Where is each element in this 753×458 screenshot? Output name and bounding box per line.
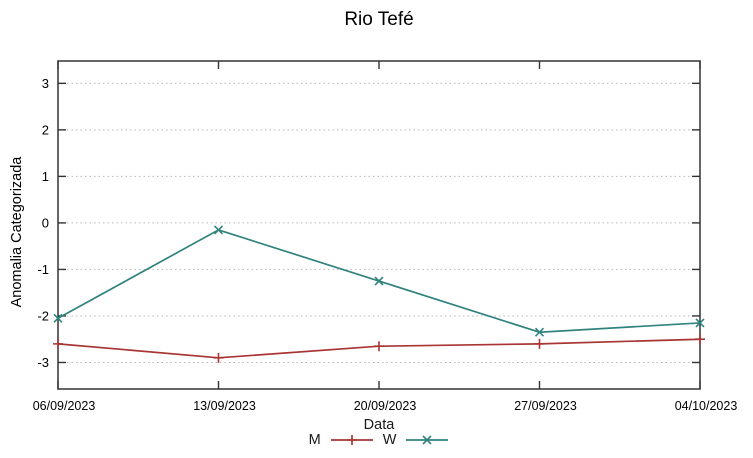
chart-title: Rio Tefé xyxy=(344,9,414,30)
x-tick-label: 06/09/2023 xyxy=(33,399,96,413)
data-point-marker-w xyxy=(53,313,63,323)
data-point-marker-m xyxy=(374,341,384,352)
y-tick-label: 3 xyxy=(42,76,49,91)
legend: M W xyxy=(58,432,700,448)
legend-marker-sample xyxy=(346,435,357,445)
data-point-marker-w xyxy=(534,327,545,337)
x-axis-label: Data xyxy=(363,417,395,433)
data-point-marker-m xyxy=(695,334,705,345)
data-point-marker-w xyxy=(213,225,224,235)
x-tick-label: 13/09/2023 xyxy=(193,399,256,413)
legend-sample-w-icon xyxy=(406,435,449,445)
data-point-marker-m xyxy=(213,352,224,363)
x-tick-label: 20/09/2023 xyxy=(354,399,417,413)
x-tick-label: 04/10/2023 xyxy=(675,399,738,413)
y-tick-label: 0 xyxy=(42,215,49,230)
y-tick-label: -3 xyxy=(37,355,49,370)
data-point-marker-w xyxy=(695,318,705,328)
legend-label-m: M xyxy=(308,432,321,448)
legend-sample-m-icon xyxy=(330,435,373,445)
y-tick-label: 1 xyxy=(42,169,49,184)
data-point-marker-w xyxy=(374,276,384,286)
legend-label-w: W xyxy=(382,432,397,448)
y-tick-label: 2 xyxy=(42,122,49,137)
x-tick-label: 27/09/2023 xyxy=(514,399,577,413)
plot-border xyxy=(57,60,701,390)
y-tick-label: -1 xyxy=(37,262,49,277)
data-point-marker-m xyxy=(534,338,545,349)
legend-marker-sample xyxy=(422,435,432,445)
y-tick-label: -2 xyxy=(37,308,49,323)
data-point-marker-m xyxy=(53,338,63,349)
